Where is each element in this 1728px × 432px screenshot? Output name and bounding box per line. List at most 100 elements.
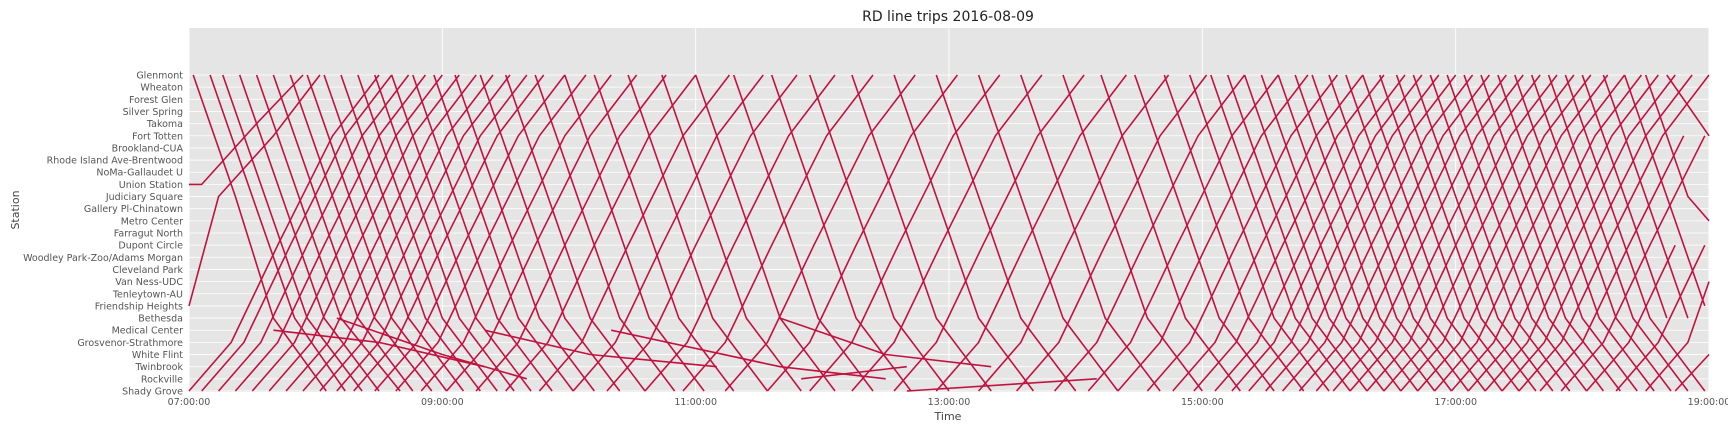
y-tick-label: Judiciary Square	[105, 192, 183, 203]
trip-line	[1311, 74, 1453, 392]
x-tick-label: 11:00:00	[674, 397, 717, 408]
trip-line	[1265, 74, 1457, 392]
trip-line	[1345, 74, 1486, 392]
trip-line	[1433, 74, 1626, 392]
trip-line	[1362, 74, 1503, 392]
y-tick-label: Gallery Pl-Chinatown	[84, 204, 183, 215]
trip-line	[809, 74, 1001, 392]
trip-line	[906, 378, 1097, 392]
trip-line	[475, 74, 667, 392]
trip-line	[1585, 244, 1676, 392]
trip-line	[534, 74, 676, 392]
trip-line	[1188, 74, 1330, 392]
y-tick-label: Friendship Heights	[95, 301, 183, 312]
y-tick-label: NoMa-Gallaudet U	[96, 168, 183, 179]
trip-line	[1644, 74, 1710, 222]
trip-line	[1446, 74, 1588, 392]
y-tick-label: Cleveland Park	[112, 265, 183, 276]
trip-line	[217, 74, 410, 392]
trip-line	[1484, 74, 1676, 392]
trip-line	[808, 74, 950, 392]
trip-line	[454, 74, 595, 392]
trip-line	[433, 74, 574, 392]
trip-line	[1117, 74, 1309, 392]
trip-line	[306, 74, 448, 392]
trip-line	[538, 74, 731, 392]
trip-line	[1248, 74, 1440, 392]
trip-line	[1547, 74, 1689, 392]
trip-line	[1530, 74, 1672, 392]
trip-line	[1467, 74, 1659, 392]
chart-title: RD line trips 2016-08-09	[862, 9, 1034, 25]
trip-line	[1277, 74, 1419, 392]
y-tick-label: Grosvenor-Strathmore	[77, 338, 183, 349]
trip-line	[353, 74, 545, 392]
trip-line	[1602, 74, 1689, 319]
y-tick-label: Rockville	[141, 374, 183, 385]
y-axis-label: Station	[9, 190, 22, 229]
trip-line	[1163, 74, 1305, 392]
trip-line	[1615, 244, 1706, 392]
trip-line	[189, 74, 304, 186]
trip-line	[977, 74, 1119, 392]
trip-line	[1497, 74, 1638, 392]
y-tick-label: Farragut North	[114, 229, 183, 240]
trip-line	[1514, 74, 1655, 392]
trip-line	[484, 329, 717, 368]
trip-line	[412, 74, 553, 392]
trip-line	[724, 74, 916, 392]
trip-line	[1417, 74, 1609, 392]
trip-line	[505, 74, 697, 392]
trip-line	[801, 365, 907, 380]
trip-line	[1349, 74, 1541, 392]
x-axis-label: Time	[934, 410, 962, 423]
trip-line	[302, 74, 494, 392]
trip-line	[1328, 74, 1469, 392]
trip-line	[374, 74, 566, 392]
trip-line	[1518, 74, 1710, 392]
trip-line	[1383, 74, 1575, 392]
trip-line	[188, 74, 321, 307]
x-tick-label: 19:00:00	[1688, 397, 1728, 408]
y-tick-label: Medical Center	[112, 326, 183, 337]
trip-line	[234, 74, 427, 392]
trip-line	[319, 74, 511, 392]
y-tick-label: Brookland-CUA	[112, 143, 184, 154]
trip-line	[1281, 74, 1474, 392]
x-tick-labels: 07:00:00 09:00:00 11:00:00 13:00:00 15:00:00…	[168, 397, 1728, 408]
y-tick-label: Woodley Park-Zoo/Adams Morgan	[23, 253, 183, 264]
trip-line	[644, 74, 836, 392]
trip-line	[1214, 74, 1406, 392]
trip-line	[1412, 74, 1554, 392]
trip-line	[1020, 74, 1161, 392]
trip-line	[255, 74, 401, 392]
trip-line	[1645, 281, 1710, 392]
trip-line	[1015, 74, 1208, 392]
x-tick-label: 09:00:00	[421, 397, 464, 408]
y-tick-label: Rhode Island Ave-Brentwood	[47, 156, 183, 167]
y-tick-label: Silver Spring	[123, 107, 183, 118]
trip-line	[188, 74, 380, 392]
trip-line	[1674, 353, 1710, 392]
x-tick-label: 17:00:00	[1434, 397, 1477, 408]
trip-line	[1315, 74, 1507, 392]
y-tick-label: Fort Totten	[132, 131, 183, 142]
trip-line	[395, 74, 587, 392]
trip-line	[285, 74, 477, 392]
trip-line	[1146, 74, 1339, 392]
trip-line	[732, 74, 874, 392]
y-tick-label: White Flint	[132, 350, 183, 361]
y-tick-label: Van Ness-UDC	[115, 277, 183, 288]
trip-line	[1243, 74, 1385, 392]
trip-line	[445, 74, 638, 392]
trip-line	[1226, 74, 1368, 392]
trip-line	[1623, 74, 1706, 307]
trip-line	[289, 74, 433, 392]
trip-line	[1560, 135, 1706, 392]
trip-line	[1539, 135, 1685, 392]
trip-line	[682, 74, 874, 392]
trip-line	[935, 74, 1127, 392]
trip-line	[268, 74, 460, 392]
